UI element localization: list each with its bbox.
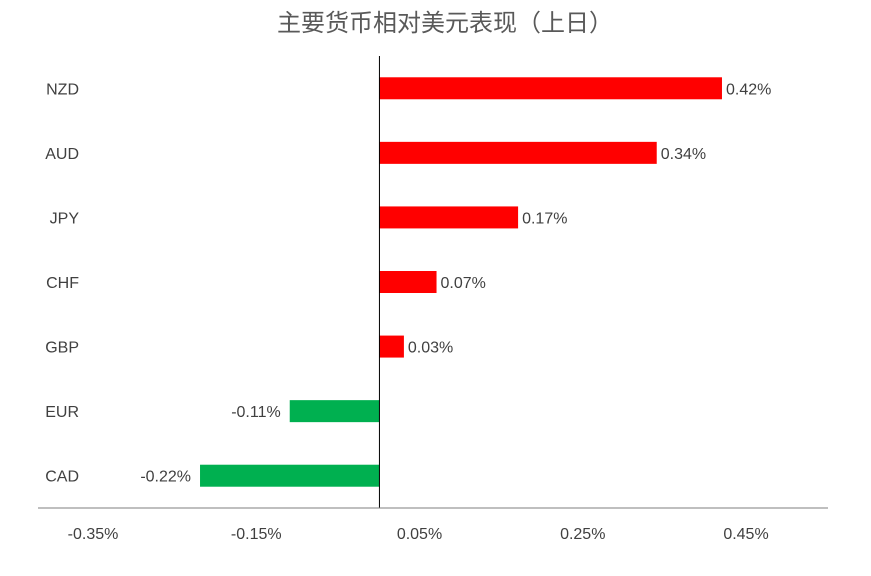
data-label-nzd: 0.42% — [726, 81, 771, 98]
bar-nzd — [379, 77, 722, 100]
category-label-gbp: GBP — [45, 340, 79, 357]
category-label-nzd: NZD — [46, 81, 79, 98]
category-label-chf: CHF — [46, 275, 79, 292]
data-label-jpy: 0.17% — [522, 210, 567, 227]
category-label-aud: AUD — [45, 146, 79, 163]
x-tick-label: -0.35% — [68, 526, 119, 543]
x-tick-label: 0.25% — [560, 526, 605, 543]
bar-chf — [379, 271, 437, 293]
bar-jpy — [379, 206, 519, 229]
data-label-gbp: 0.03% — [408, 340, 453, 357]
x-tick-label: 0.45% — [723, 526, 768, 543]
bar-aud — [379, 141, 657, 164]
data-label-cad: -0.22% — [140, 469, 191, 486]
bar-eur — [289, 400, 380, 423]
category-label-eur: EUR — [45, 404, 79, 421]
data-label-eur: -0.11% — [231, 404, 281, 421]
data-label-chf: 0.07% — [441, 275, 486, 292]
category-label-cad: CAD — [45, 469, 79, 486]
bar-cad — [200, 464, 380, 487]
x-tick-label: 0.05% — [397, 526, 442, 543]
x-tick-label: -0.15% — [231, 526, 282, 543]
bar-gbp — [379, 335, 404, 358]
category-label-jpy: JPY — [50, 210, 80, 227]
data-label-aud: 0.34% — [661, 146, 706, 163]
chart-title: 主要货币相对美元表现（上日） — [277, 9, 613, 37]
